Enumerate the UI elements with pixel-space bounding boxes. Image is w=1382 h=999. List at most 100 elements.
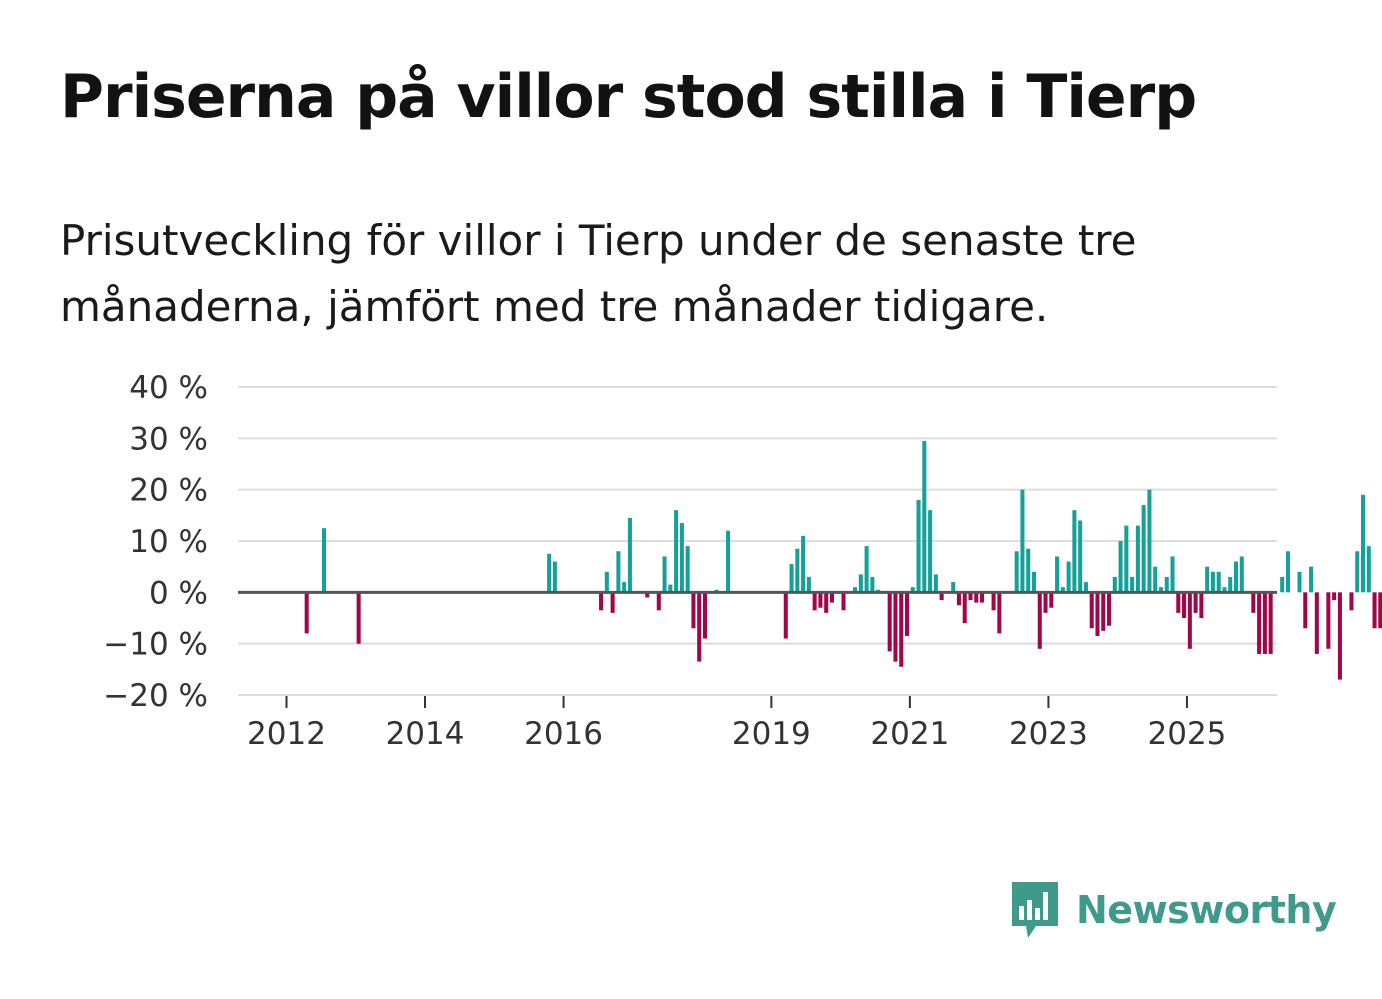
bar (928, 510, 933, 593)
bar (674, 510, 679, 593)
bar (795, 548, 800, 593)
bar (1193, 592, 1198, 613)
bar (916, 499, 921, 593)
bar (1199, 592, 1204, 618)
bar (789, 564, 794, 593)
bar (1072, 510, 1077, 593)
bar (1372, 592, 1377, 629)
bar (1107, 592, 1112, 626)
brand-name: Newsworthy (1076, 888, 1337, 932)
bar (304, 592, 309, 634)
bar (1164, 576, 1169, 593)
bar (1182, 592, 1187, 618)
bar (1130, 576, 1135, 593)
bar (1135, 525, 1140, 593)
bar (321, 528, 327, 593)
x-tick-label: 2023 (1009, 716, 1088, 752)
bar (599, 592, 604, 611)
bar (1078, 520, 1083, 593)
newsworthy-logo-icon (1012, 882, 1058, 938)
bar (991, 592, 996, 611)
bar (1251, 592, 1256, 613)
bar (1262, 592, 1267, 654)
bar (610, 592, 615, 613)
bar (951, 582, 956, 593)
bar (812, 592, 817, 611)
bar (645, 592, 650, 598)
bar (656, 592, 661, 611)
bar (887, 592, 892, 652)
bar (691, 592, 696, 629)
bar (956, 592, 961, 606)
bar (801, 535, 806, 593)
bars (304, 440, 1382, 680)
x-tick-label: 2021 (870, 716, 949, 752)
bar (922, 440, 927, 593)
bar (997, 592, 1002, 634)
bar (1326, 592, 1331, 649)
x-axis: 2012 2014 2016 2019 2021 2023 2025 (247, 696, 1226, 752)
bar (1378, 592, 1382, 629)
brand-logo[interactable]: Newsworthy (1010, 880, 1337, 940)
bar (1037, 592, 1042, 649)
bar (1147, 489, 1152, 593)
bar (939, 592, 944, 601)
y-tick-label: −10 % (103, 627, 208, 663)
y-tick-label: 20 % (129, 473, 208, 509)
bar (1101, 592, 1106, 631)
bar (818, 592, 823, 608)
bar (702, 592, 707, 639)
bar (1118, 541, 1123, 593)
bar (1309, 566, 1314, 593)
bar (1234, 561, 1239, 593)
bar (1158, 587, 1163, 593)
bar (1360, 494, 1366, 593)
bar (1043, 592, 1048, 613)
bar-chart: −20 %−10 %0 %10 %20 %30 %40 % 2012 2014 20… (103, 370, 1382, 752)
bar (679, 523, 684, 593)
bar (1112, 576, 1117, 593)
bar (622, 582, 627, 593)
bar (1153, 566, 1158, 593)
y-tick-label: −20 % (103, 678, 208, 714)
bar (1268, 592, 1273, 654)
bar (870, 576, 875, 593)
bar (1210, 571, 1215, 593)
bar (1349, 592, 1354, 611)
bar (1355, 551, 1360, 593)
bar (962, 592, 967, 624)
bar (1222, 587, 1227, 593)
bar (1297, 571, 1302, 593)
gridlines (238, 386, 1277, 696)
bar (1141, 505, 1146, 593)
bar (1366, 546, 1371, 593)
bar (547, 553, 552, 593)
bar (697, 592, 702, 662)
bar (824, 592, 829, 613)
bar (904, 592, 910, 636)
bar (1170, 556, 1175, 593)
bar (1014, 551, 1019, 593)
bar (1228, 576, 1233, 593)
bar (974, 592, 979, 603)
bar (1176, 592, 1181, 613)
bar (1187, 592, 1192, 649)
y-tick-label: 30 % (129, 421, 208, 457)
y-tick-label: 0 % (149, 575, 208, 611)
bar (685, 546, 690, 593)
x-tick-label: 2016 (524, 716, 603, 752)
bar (1055, 556, 1060, 593)
bar (864, 546, 869, 593)
bar (1337, 592, 1342, 680)
y-tick-label: 40 % (129, 370, 208, 406)
bar (1239, 556, 1244, 593)
x-tick-label: 2019 (732, 716, 811, 752)
bar (968, 592, 973, 601)
bar (1124, 525, 1129, 593)
bar (829, 592, 834, 603)
bar (1280, 576, 1285, 593)
bar (616, 551, 621, 593)
bar (1020, 489, 1025, 593)
bar (841, 592, 846, 611)
bar (1285, 551, 1290, 593)
